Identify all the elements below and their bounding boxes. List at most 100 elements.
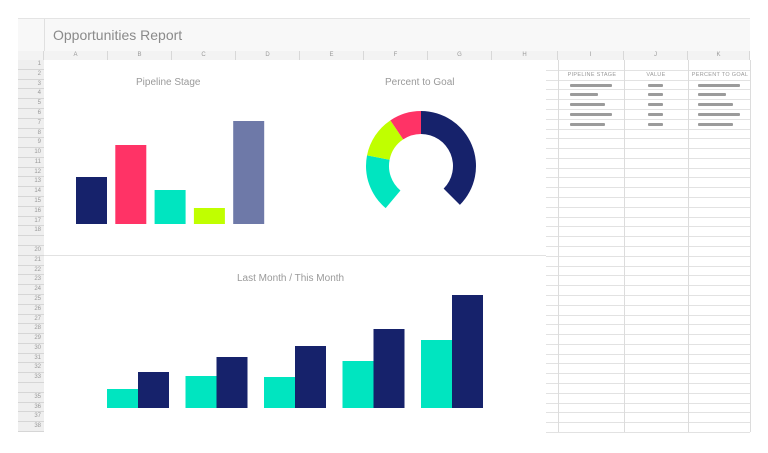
last-month-bar bbox=[185, 376, 217, 408]
placeholder-percent bbox=[698, 103, 733, 107]
row-header-9[interactable]: 9 bbox=[18, 138, 44, 149]
row-header-38[interactable]: 38 bbox=[18, 422, 44, 432]
row-header-12[interactable]: 12 bbox=[18, 167, 44, 178]
comparison-chart-title: Last Month / This Month bbox=[237, 273, 345, 284]
row-header-28[interactable]: 28 bbox=[18, 324, 44, 335]
row-header-17[interactable]: 17 bbox=[18, 216, 44, 227]
column-header-F[interactable]: F bbox=[364, 51, 428, 60]
column-header-E[interactable]: E bbox=[300, 51, 364, 60]
grid-row-line bbox=[546, 432, 750, 433]
grid-row-line bbox=[546, 412, 750, 414]
row-header-25[interactable]: 25 bbox=[18, 294, 44, 305]
column-header-K[interactable]: K bbox=[688, 51, 750, 60]
grid-row-line bbox=[546, 265, 750, 267]
grid-row-line bbox=[546, 138, 750, 140]
row-header-29[interactable]: 29 bbox=[18, 334, 44, 344]
grid-row-line bbox=[546, 275, 750, 277]
column-header-H[interactable]: H bbox=[492, 51, 558, 60]
grid-row-line bbox=[546, 157, 750, 159]
grid-row-line bbox=[546, 148, 750, 150]
chart-divider bbox=[44, 255, 546, 256]
row-header[interactable] bbox=[18, 236, 44, 246]
row-header-10[interactable]: 10 bbox=[18, 148, 44, 158]
header-corner bbox=[18, 51, 44, 60]
select-all-corner[interactable] bbox=[18, 19, 45, 51]
column-header-B[interactable]: B bbox=[108, 51, 172, 60]
this-month-bar bbox=[452, 295, 483, 408]
row-header-8[interactable]: 8 bbox=[18, 128, 44, 139]
row-header-22[interactable]: 22 bbox=[18, 265, 44, 276]
row-header-27[interactable]: 27 bbox=[18, 314, 44, 325]
row-header-23[interactable]: 23 bbox=[18, 275, 44, 286]
last-month-bar bbox=[264, 377, 295, 408]
column-header-A[interactable]: A bbox=[44, 51, 108, 60]
row-header-24[interactable]: 24 bbox=[18, 285, 44, 295]
grid-row-line bbox=[546, 294, 750, 296]
placeholder-percent bbox=[698, 122, 733, 126]
row-header-11[interactable]: 11 bbox=[18, 157, 44, 168]
row-header-5[interactable]: 5 bbox=[18, 99, 44, 109]
donut-segment bbox=[421, 111, 476, 205]
row-header-1[interactable]: 1 bbox=[18, 60, 44, 70]
grid-column-line bbox=[558, 60, 559, 432]
column-header-D[interactable]: D bbox=[236, 51, 300, 60]
row-header-7[interactable]: 7 bbox=[18, 118, 44, 129]
placeholder-value bbox=[648, 103, 663, 107]
grid-row-line bbox=[546, 373, 750, 375]
row-header-36[interactable]: 36 bbox=[18, 402, 44, 413]
grid-row-line bbox=[546, 167, 750, 169]
row-header-16[interactable]: 16 bbox=[18, 206, 44, 217]
column-header-C[interactable]: C bbox=[172, 51, 236, 60]
placeholder-percent bbox=[698, 83, 740, 87]
column-header-I[interactable]: I bbox=[558, 51, 624, 60]
column-header-J[interactable]: J bbox=[624, 51, 688, 60]
grid-row-line bbox=[546, 69, 750, 71]
row-header-35[interactable]: 35 bbox=[18, 392, 44, 403]
column-header-G[interactable]: G bbox=[428, 51, 492, 60]
grid-row-line bbox=[546, 187, 750, 189]
row-header-6[interactable]: 6 bbox=[18, 108, 44, 119]
row-header-15[interactable]: 15 bbox=[18, 197, 44, 207]
sheet-title: Opportunities Report bbox=[53, 27, 183, 43]
grid-row-line bbox=[546, 392, 750, 394]
donut-segment bbox=[390, 111, 421, 140]
row-header-18[interactable]: 18 bbox=[18, 226, 44, 237]
row-header-33[interactable]: 33 bbox=[18, 373, 44, 384]
row-header-30[interactable]: 30 bbox=[18, 343, 44, 354]
placeholder-percent bbox=[698, 93, 726, 97]
this-month-bar bbox=[138, 372, 169, 408]
row-header[interactable] bbox=[18, 383, 44, 393]
pipeline-bar bbox=[193, 208, 225, 224]
grid-row-line bbox=[546, 383, 750, 385]
pipeline-bar bbox=[154, 190, 186, 224]
row-header-2[interactable]: 2 bbox=[18, 69, 44, 80]
grid-row-line bbox=[546, 89, 750, 91]
grid-row-line bbox=[546, 246, 750, 247]
placeholder-value bbox=[648, 83, 663, 87]
row-header-21[interactable]: 21 bbox=[18, 255, 44, 266]
pipeline-bar bbox=[115, 145, 147, 224]
row-header-26[interactable]: 26 bbox=[18, 304, 44, 315]
table-header-pipeline-stage: PIPELINE STAGE bbox=[567, 72, 617, 78]
grid-row-line bbox=[546, 324, 750, 326]
grid-row-line bbox=[546, 236, 750, 238]
pipeline-bar bbox=[76, 177, 107, 224]
grid-row-line bbox=[546, 99, 750, 101]
row-header-3[interactable]: 3 bbox=[18, 79, 44, 90]
row-header-20[interactable]: 20 bbox=[18, 246, 44, 256]
grid-column-line bbox=[624, 60, 625, 432]
row-header-4[interactable]: 4 bbox=[18, 89, 44, 100]
row-header-13[interactable]: 13 bbox=[18, 177, 44, 188]
grid-row-line bbox=[546, 206, 750, 208]
table-header-percent-to-goal: PERCENT TO GOAL bbox=[691, 72, 749, 78]
row-header-31[interactable]: 31 bbox=[18, 353, 44, 364]
grid-row-line bbox=[546, 255, 750, 257]
grid-row-line bbox=[546, 363, 750, 365]
row-header-14[interactable]: 14 bbox=[18, 187, 44, 198]
grid-row-line bbox=[546, 197, 750, 199]
row-header-32[interactable]: 32 bbox=[18, 363, 44, 374]
row-header-37[interactable]: 37 bbox=[18, 412, 44, 423]
this-month-bar bbox=[216, 357, 248, 408]
last-month-bar bbox=[421, 340, 452, 408]
